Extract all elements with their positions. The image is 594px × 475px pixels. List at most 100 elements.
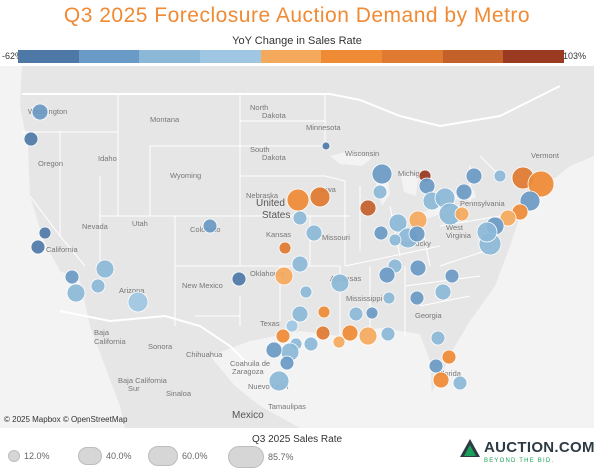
svg-text:Arizona: Arizona — [119, 286, 145, 295]
metro-bubble[interactable] — [341, 324, 359, 342]
metro-bubble[interactable] — [265, 341, 283, 359]
svg-text:Tamaulipas: Tamaulipas — [268, 402, 306, 411]
metro-bubble[interactable] — [373, 225, 389, 241]
svg-text:Sur: Sur — [128, 384, 140, 393]
map-canvas[interactable]: Washington Oregon Idaho Montana North Da… — [0, 66, 594, 428]
page-title: Q3 2025 Foreclosure Auction Demand by Me… — [63, 4, 531, 27]
metro-bubble[interactable] — [66, 283, 86, 303]
metro-bubble[interactable] — [430, 330, 446, 346]
svg-text:West: West — [446, 223, 464, 232]
logo-tagline: BEYOND THE BID. — [484, 458, 555, 464]
metro-bubble[interactable] — [317, 305, 331, 319]
svg-text:Wisconsin: Wisconsin — [345, 149, 379, 158]
metro-bubble[interactable] — [499, 209, 517, 227]
metro-bubble[interactable] — [378, 266, 396, 284]
metro-bubble[interactable] — [348, 306, 364, 322]
metro-bubble[interactable] — [127, 291, 149, 313]
metro-bubble[interactable] — [31, 103, 49, 121]
metro-bubble[interactable] — [332, 335, 346, 349]
metro-bubble[interactable] — [418, 177, 436, 195]
metro-bubble[interactable] — [527, 170, 555, 198]
metro-bubble[interactable] — [452, 375, 468, 391]
metro-bubble[interactable] — [428, 358, 444, 374]
metro-bubbles[interactable] — [23, 103, 555, 392]
metro-bubble[interactable] — [38, 226, 52, 240]
metro-bubble[interactable] — [231, 271, 247, 287]
metro-bubble[interactable] — [95, 259, 115, 279]
color-legend-title: YoY Change in Sales Rate — [232, 35, 362, 47]
metro-bubble[interactable] — [321, 141, 331, 151]
size-legend-dot — [148, 446, 178, 466]
metro-bubble[interactable] — [90, 278, 106, 294]
svg-text:Idaho: Idaho — [98, 154, 117, 163]
svg-text:Mississippi: Mississippi — [346, 294, 383, 303]
metro-bubble[interactable] — [291, 305, 309, 323]
metro-bubble[interactable] — [292, 210, 308, 226]
svg-text:Baja: Baja — [94, 328, 110, 337]
color-legend-swatch — [260, 50, 322, 63]
metro-bubble[interactable] — [388, 213, 408, 233]
color-legend-bar — [18, 50, 565, 63]
size-legend-item-3: 60.0% — [148, 446, 208, 466]
svg-text:States: States — [262, 210, 290, 221]
metro-bubble[interactable] — [455, 183, 473, 201]
map-svg: Washington Oregon Idaho Montana North Da… — [0, 66, 594, 428]
metro-bubble[interactable] — [274, 266, 294, 286]
metro-bubble[interactable] — [465, 167, 483, 185]
metro-bubble[interactable] — [309, 186, 331, 208]
metro-bubble[interactable] — [371, 163, 393, 185]
metro-bubble[interactable] — [202, 218, 218, 234]
metro-bubble[interactable] — [285, 319, 299, 333]
metro-bubble[interactable] — [454, 206, 470, 222]
metro-bubble[interactable] — [23, 131, 39, 147]
auction-logo[interactable]: AUCTION.COM BEYOND THE BID. — [460, 437, 594, 471]
metro-bubble[interactable] — [303, 336, 319, 352]
size-legend-dot — [78, 447, 102, 465]
metro-bubble[interactable] — [30, 239, 46, 255]
metro-bubble[interactable] — [315, 325, 331, 341]
metro-bubble[interactable] — [330, 273, 350, 293]
metro-bubble[interactable] — [268, 370, 290, 392]
metro-bubble[interactable] — [305, 224, 323, 242]
color-legend-min: -62% — [2, 51, 24, 61]
svg-text:Georgia: Georgia — [415, 311, 443, 320]
svg-text:Oklahoma: Oklahoma — [250, 269, 285, 278]
metro-bubble[interactable] — [358, 326, 378, 346]
metro-bubble[interactable] — [365, 306, 379, 320]
color-legend-max: 103% — [562, 51, 586, 61]
metro-bubble[interactable] — [279, 355, 295, 371]
metro-bubble[interactable] — [408, 225, 426, 243]
svg-text:Mexico: Mexico — [232, 410, 264, 421]
metro-bubble[interactable] — [291, 255, 309, 273]
metro-bubble[interactable] — [476, 221, 498, 243]
metro-bubble[interactable] — [64, 269, 80, 285]
metro-bubble[interactable] — [299, 285, 313, 299]
metro-bubble[interactable] — [275, 328, 291, 344]
svg-text:California: California — [46, 245, 79, 254]
metro-bubble[interactable] — [359, 199, 377, 217]
metro-bubble[interactable] — [278, 241, 292, 255]
size-legend-label: 40.0% — [106, 451, 132, 461]
map-attribution: © 2025 Mapbox © OpenStreetMap — [4, 415, 128, 424]
metro-bubble[interactable] — [382, 291, 396, 305]
metro-bubble[interactable] — [444, 268, 460, 284]
size-legend-label: 60.0% — [182, 451, 208, 461]
color-legend-swatch — [78, 50, 140, 63]
metro-bubble[interactable] — [493, 169, 507, 183]
color-legend-swatch — [382, 50, 443, 63]
metro-bubble[interactable] — [409, 259, 427, 277]
metro-bubble[interactable] — [372, 184, 388, 200]
metro-bubble[interactable] — [388, 233, 402, 247]
size-legend-dot — [228, 446, 264, 468]
metro-bubble[interactable] — [380, 326, 396, 342]
metro-bubble[interactable] — [441, 349, 457, 365]
metro-bubble[interactable] — [432, 371, 450, 389]
svg-text:Minnesota: Minnesota — [306, 123, 341, 132]
metro-bubble[interactable] — [409, 290, 425, 306]
metro-bubble[interactable] — [434, 283, 452, 301]
svg-text:Nebraska: Nebraska — [246, 191, 279, 200]
metro-bubble[interactable] — [286, 188, 310, 212]
svg-text:Nevada: Nevada — [82, 222, 109, 231]
us-mexico-border — [59, 310, 251, 367]
svg-text:Oregon: Oregon — [38, 159, 63, 168]
